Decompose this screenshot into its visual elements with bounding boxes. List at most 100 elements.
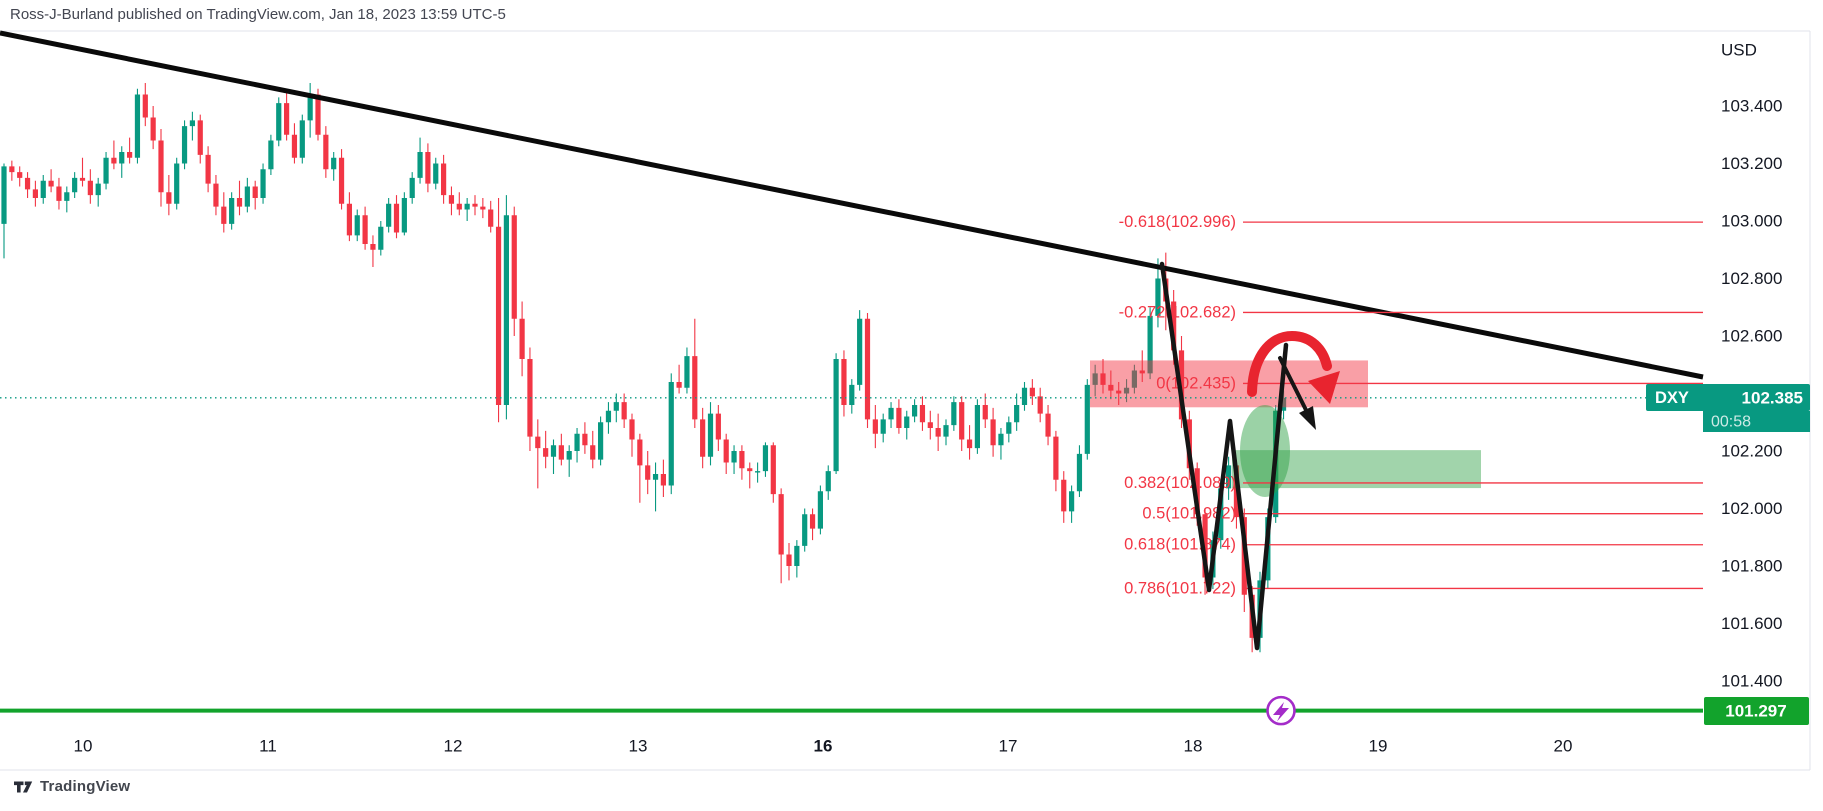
candle-body	[613, 402, 619, 411]
flash-alert-icon[interactable]	[1266, 695, 1296, 726]
candle-body	[535, 436, 541, 449]
candle	[103, 152, 109, 190]
candle-body	[338, 157, 345, 204]
price-tick-label: 101.600	[1721, 614, 1782, 633]
day-tick-label: 19	[1369, 737, 1388, 756]
candle	[95, 177, 101, 207]
candle	[1069, 485, 1075, 523]
candle-body	[448, 195, 455, 204]
candle-body	[1218, 488, 1224, 541]
candle-body	[511, 215, 517, 319]
candle-body	[503, 215, 509, 405]
candle	[590, 430, 596, 469]
candle	[307, 83, 313, 138]
red-curved-arrow-head	[1308, 371, 1340, 404]
candle	[1014, 393, 1020, 431]
candle	[480, 198, 486, 219]
candle-wick	[537, 419, 539, 489]
candle-body	[817, 491, 823, 529]
candle-wick	[655, 462, 657, 512]
candle-body	[802, 514, 808, 546]
candle-body	[762, 445, 769, 472]
price-tick-label: 103.400	[1721, 97, 1782, 116]
candle-body	[1171, 301, 1177, 351]
candle-body	[323, 134, 329, 170]
candle	[441, 154, 447, 204]
candle	[707, 402, 714, 466]
candle	[1155, 258, 1161, 328]
candlestick-series	[1, 83, 1287, 653]
candle-body	[1280, 397, 1287, 411]
candle-body	[1202, 514, 1208, 578]
candle-body	[943, 425, 949, 437]
candle-body	[841, 359, 847, 405]
candle	[535, 419, 541, 489]
candle	[189, 111, 195, 141]
candle	[401, 192, 407, 236]
candle-body	[1139, 370, 1145, 374]
candle	[119, 146, 125, 178]
candle	[1108, 370, 1114, 400]
lightning-bolt-glyph	[1273, 702, 1289, 722]
candle-wick	[568, 445, 570, 477]
candle	[291, 123, 298, 164]
candle	[323, 126, 329, 178]
candle	[64, 186, 70, 213]
time-axis[interactable]: 10 11 12 13 16 17 18 19 20	[74, 737, 1573, 756]
candle-body	[1, 166, 7, 224]
candle-body	[56, 186, 62, 201]
candle-body	[134, 94, 141, 158]
candle	[982, 393, 988, 428]
candle-body	[1108, 384, 1114, 391]
fib-label: 0.382(102.089)	[1124, 474, 1236, 492]
candle	[1029, 379, 1035, 405]
candle-body	[150, 117, 156, 141]
day-tick-label: 13	[629, 737, 648, 756]
support-price-label: 101.297	[1725, 702, 1786, 721]
candle-body	[723, 439, 729, 463]
candle	[346, 192, 352, 242]
candle	[1280, 390, 1287, 420]
candle-body	[260, 169, 266, 198]
tradingview-attribution[interactable]: TradingView	[14, 778, 130, 795]
candle	[794, 540, 800, 578]
candle	[378, 221, 384, 256]
candle-body	[1226, 465, 1232, 489]
candle-body	[645, 465, 651, 480]
candle-body	[770, 445, 776, 495]
candle	[511, 206, 517, 336]
candle-body	[229, 198, 235, 224]
candle-body	[731, 451, 737, 463]
candle-body	[755, 471, 761, 473]
candle	[1053, 430, 1059, 492]
candle-body	[849, 384, 855, 405]
price-axis[interactable]: USD 103.400 103.200 103.000 102.800 102.600 10…	[1721, 41, 1782, 691]
day-tick-label: 10	[74, 737, 93, 756]
candle	[9, 160, 15, 181]
candle	[519, 301, 525, 377]
publish-text: Ross-J-Burland published on TradingView.…	[10, 6, 506, 23]
candle-body	[221, 206, 227, 224]
fib-label: 0.5(101.982)	[1142, 505, 1236, 523]
candle-body	[1053, 436, 1059, 480]
candle	[32, 180, 38, 207]
candle	[613, 393, 619, 423]
candle	[158, 129, 164, 207]
candle	[1006, 416, 1012, 443]
candle-body	[912, 405, 918, 417]
candle	[1084, 379, 1090, 460]
candle	[605, 402, 612, 434]
candle-body	[778, 494, 784, 555]
candle	[386, 198, 392, 233]
candle	[197, 114, 203, 164]
candle	[236, 180, 243, 216]
tradingview-brand-text: TradingView	[40, 778, 131, 795]
candle-body	[935, 428, 941, 437]
candle	[166, 175, 172, 216]
candle	[841, 350, 847, 417]
candle-body	[550, 445, 557, 457]
candle-body	[370, 244, 376, 250]
candle-body	[32, 189, 38, 198]
candle	[1131, 364, 1137, 394]
